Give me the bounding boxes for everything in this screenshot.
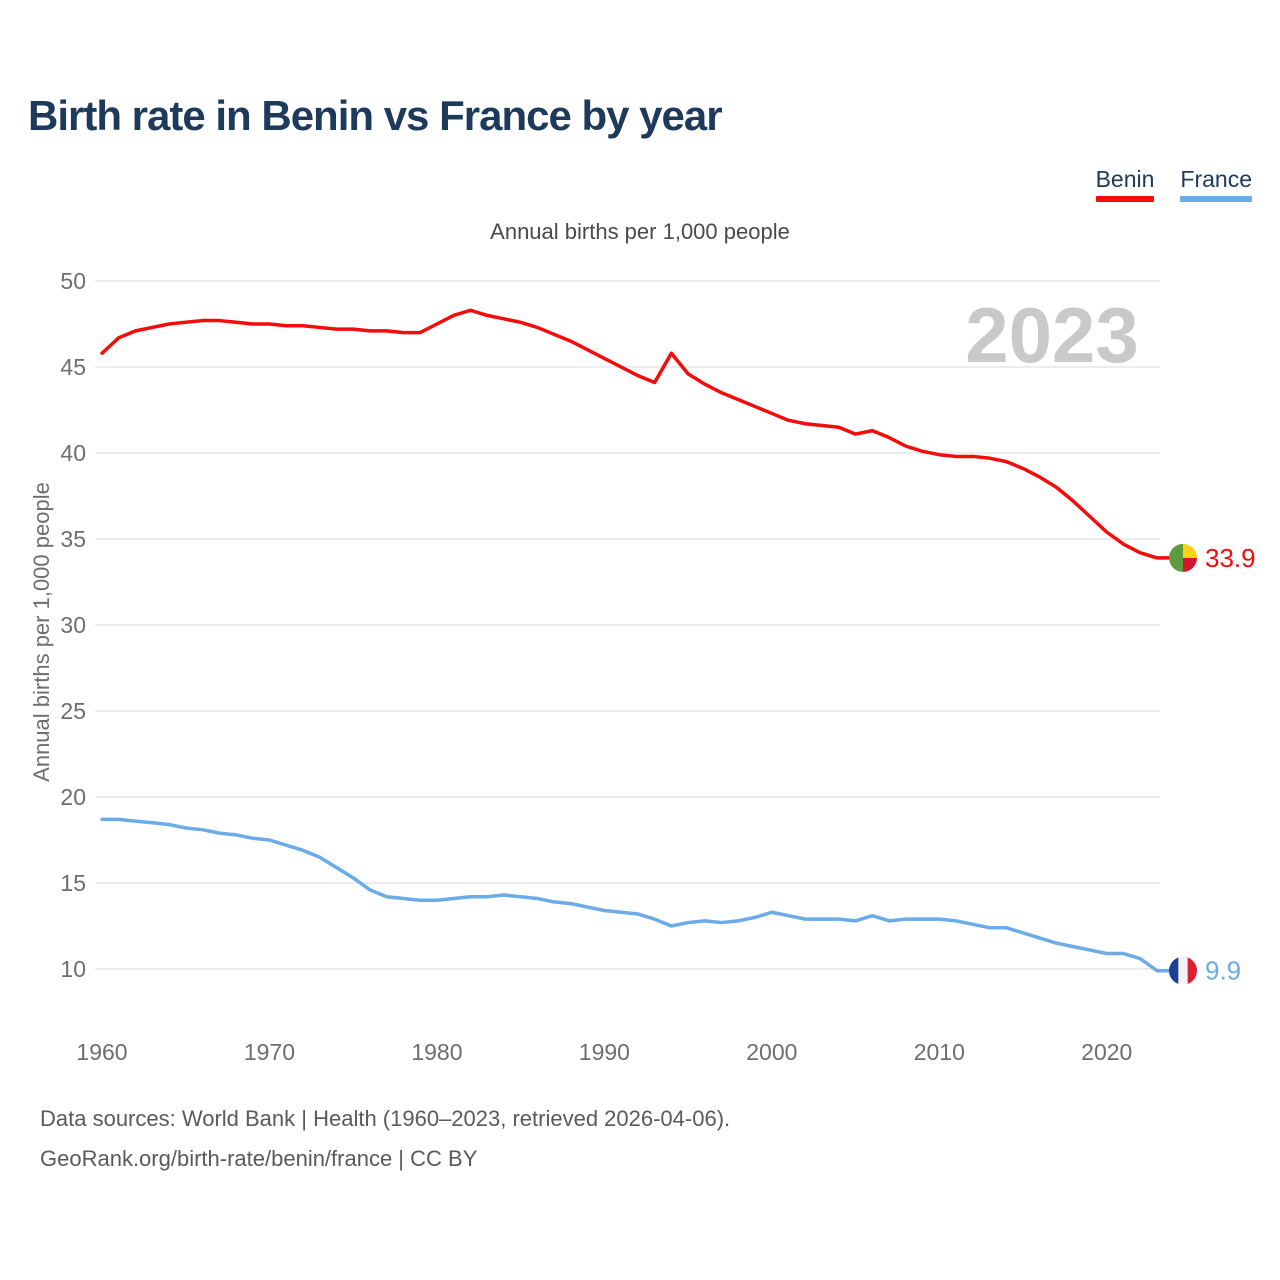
y-tick-label: 45 xyxy=(60,354,86,380)
x-tick-label: 1990 xyxy=(579,1039,630,1065)
france-line xyxy=(100,817,1172,973)
y-tick-label: 35 xyxy=(60,526,86,552)
watermark-year: 2023 xyxy=(965,291,1139,379)
benin-line xyxy=(100,308,1172,560)
legend-label-benin: Benin xyxy=(1095,166,1155,192)
x-tick-label: 1980 xyxy=(411,1039,462,1065)
y-tick-label: 10 xyxy=(60,956,86,982)
footer-license-line: GeoRank.org/birth-rate/benin/france | CC… xyxy=(40,1146,478,1171)
y-tick-label: 15 xyxy=(60,870,86,896)
france-end-value: 9.9 xyxy=(1205,956,1241,986)
x-tick-label: 1970 xyxy=(244,1039,295,1065)
y-tick-label: 30 xyxy=(60,612,86,638)
x-tick-label: 1960 xyxy=(76,1039,127,1065)
x-tick-label: 2020 xyxy=(1081,1039,1132,1065)
france-flag-dot xyxy=(1169,956,1179,985)
legend-item-benin[interactable]: Benin xyxy=(1095,166,1155,202)
legend-item-france[interactable]: France xyxy=(1180,166,1252,202)
y-tick-label: 20 xyxy=(60,784,86,810)
benin-flag-dot xyxy=(1183,557,1197,572)
france-flag-dot xyxy=(1178,956,1189,985)
y-tick-label: 40 xyxy=(60,440,86,466)
legend-label-france: France xyxy=(1180,166,1252,192)
benin-flag-dot xyxy=(1183,543,1197,558)
x-tick-label: 2010 xyxy=(914,1039,965,1065)
benin-flag-dot xyxy=(1169,543,1183,572)
footer: Data sources: World Bank | Health (1960–… xyxy=(40,1099,730,1179)
y-tick-label: 25 xyxy=(60,698,86,724)
chart-subtitle: Annual births per 1,000 people xyxy=(490,219,790,244)
x-tick-label: 2000 xyxy=(746,1039,797,1065)
france-flag-dot xyxy=(1187,956,1197,985)
page-title: Birth rate in Benin vs France by year xyxy=(28,92,723,139)
benin-color-swatch xyxy=(1095,196,1155,202)
y-tick-label: 50 xyxy=(60,268,86,294)
benin-end-value: 33.9 xyxy=(1205,543,1256,573)
legend: Benin France xyxy=(1095,166,1252,202)
france-color-swatch xyxy=(1180,196,1252,202)
footer-source-line: Data sources: World Bank | Health (1960–… xyxy=(40,1106,731,1131)
